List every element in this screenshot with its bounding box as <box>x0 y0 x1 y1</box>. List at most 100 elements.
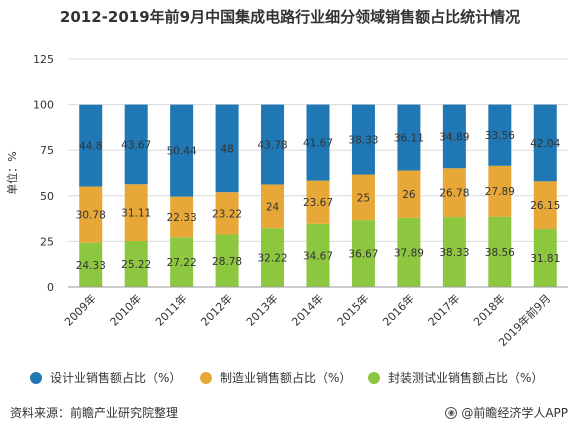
data-label-design: 42.04 <box>530 138 560 150</box>
bar-segment-design <box>261 104 285 185</box>
legend-item-packaging: 封装测试业销售额占比（%） <box>368 369 543 386</box>
data-label-packaging: 38.33 <box>439 247 469 259</box>
bar-segment-packaging <box>351 220 375 287</box>
legend-swatch-design <box>30 371 42 384</box>
brand-logo-icon: ◉ <box>445 406 458 419</box>
bar-segment-manufacture <box>533 181 557 229</box>
bar-segment-manufacture <box>442 168 466 218</box>
x-tick-label: 2016年 <box>380 291 417 328</box>
bar-segment-packaging <box>215 234 239 287</box>
chart-title: 2012-2019年前9月中国集成电路行业细分领域销售额占比统计情况 <box>59 8 521 26</box>
data-label-manufacture: 24 <box>266 201 280 213</box>
data-label-manufacture: 23.67 <box>303 197 333 209</box>
data-label-design: 50.44 <box>167 146 197 158</box>
y-tick-label: 25 <box>40 235 54 248</box>
bar-segment-design <box>170 104 194 197</box>
data-label-packaging: 28.78 <box>212 256 242 268</box>
bar-segment-packaging <box>306 223 330 287</box>
bar-segment-manufacture <box>306 180 330 224</box>
x-tick-label: 2017年 <box>425 291 462 328</box>
chart-footer: 资料来源：前瞻产业研究院整理 ◉ @前瞻经济学人APP <box>0 404 580 424</box>
bar-segment-design <box>215 104 239 193</box>
legend-label-manufacture: 制造业销售额占比（%） <box>220 371 352 385</box>
data-label-manufacture: 26.78 <box>439 188 469 200</box>
data-label-manufacture: 22.33 <box>167 212 197 224</box>
bar-segment-packaging <box>79 242 103 287</box>
data-label-packaging: 24.33 <box>76 260 106 272</box>
y-axis-label: 单位：% <box>5 151 19 194</box>
data-label-design: 33.56 <box>485 130 515 142</box>
bar-segment-design <box>442 104 466 169</box>
brand-label: @前瞻经济学人APP <box>461 406 568 420</box>
data-label-packaging: 38.56 <box>485 247 515 259</box>
data-label-packaging: 32.22 <box>258 253 288 265</box>
bar-segment-design <box>351 104 375 175</box>
data-label-manufacture: 27.89 <box>485 186 515 198</box>
bar-segment-manufacture <box>261 184 285 229</box>
y-tick-label: 100 <box>33 99 54 112</box>
legend-item-design: 设计业销售额占比（%） <box>30 369 181 386</box>
y-tick-label: 125 <box>33 53 54 66</box>
brand-credit: ◉ @前瞻经济学人APP <box>445 404 568 421</box>
bar-segment-packaging <box>533 228 557 287</box>
bar-segment-manufacture <box>397 170 421 218</box>
bar-segment-design <box>488 104 512 166</box>
bar-segment-manufacture <box>124 184 148 241</box>
y-tick-label: 50 <box>40 190 54 203</box>
x-tick-label: 2011年 <box>152 291 189 328</box>
x-tick-label: 2010年 <box>107 291 144 328</box>
data-label-packaging: 25.22 <box>121 259 151 271</box>
bar-segment-manufacture <box>79 186 103 243</box>
y-tick-label: 75 <box>40 144 54 157</box>
data-label-packaging: 34.67 <box>303 250 333 262</box>
source-note: 资料来源：前瞻产业研究院整理 <box>10 406 179 420</box>
bar-segment-design <box>124 104 148 185</box>
data-label-design: 38.33 <box>348 135 378 147</box>
x-tick-label: 2018年 <box>470 291 507 328</box>
bar-segment-packaging <box>124 240 148 287</box>
x-tick-label: 2012年 <box>198 291 235 328</box>
bar-segment-design <box>79 104 103 187</box>
bar-segment-packaging <box>397 217 421 287</box>
bar-segment-manufacture <box>351 174 375 221</box>
bar-segment-design <box>397 104 421 171</box>
data-label-design: 34.89 <box>439 131 469 143</box>
data-label-design: 44.8 <box>79 141 102 153</box>
data-label-manufacture: 25 <box>357 192 370 204</box>
data-label-manufacture: 23.22 <box>212 208 242 220</box>
legend-swatch-packaging <box>368 371 380 384</box>
data-label-manufacture: 30.78 <box>76 210 106 222</box>
bar-segment-manufacture <box>488 165 512 217</box>
data-label-manufacture: 26.15 <box>530 200 560 212</box>
data-label-design: 41.67 <box>303 138 333 150</box>
data-label-manufacture: 31.11 <box>121 208 151 220</box>
bar-segment-packaging <box>261 228 285 287</box>
data-label-packaging: 31.81 <box>530 253 560 265</box>
x-tick-label: 2015年 <box>334 291 371 328</box>
legend-item-manufacture: 制造业销售额占比（%） <box>200 369 351 386</box>
legend-label-design: 设计业销售额占比（%） <box>50 371 182 385</box>
data-label-design: 43.78 <box>258 140 288 152</box>
bar-segment-design <box>306 104 330 181</box>
legend-label-packaging: 封装测试业销售额占比（%） <box>388 371 544 385</box>
data-label-design: 43.67 <box>121 139 151 151</box>
x-tick-label: 2014年 <box>289 291 326 328</box>
x-tick-label: 2009年 <box>61 291 98 328</box>
data-label-design: 36.11 <box>394 133 424 145</box>
bar-segment-packaging <box>442 217 466 287</box>
bar-segment-packaging <box>488 216 512 287</box>
data-label-packaging: 37.89 <box>394 247 424 259</box>
bar-segment-manufacture <box>215 192 239 235</box>
y-tick-label: 0 <box>47 281 54 294</box>
bar-segment-design <box>533 104 557 182</box>
x-tick-label: 2013年 <box>243 291 280 328</box>
legend-swatch-manufacture <box>200 371 212 384</box>
bar-segment-packaging <box>170 237 194 287</box>
chart-legend: 设计业销售额占比（%） 制造业销售额占比（%） 封装测试业销售额占比（%） <box>0 369 580 389</box>
bar-segment-manufacture <box>170 196 194 238</box>
data-label-manufacture: 26 <box>402 189 416 201</box>
data-label-design: 48 <box>220 143 233 155</box>
data-label-packaging: 27.22 <box>167 257 197 269</box>
data-label-packaging: 36.67 <box>348 249 378 261</box>
